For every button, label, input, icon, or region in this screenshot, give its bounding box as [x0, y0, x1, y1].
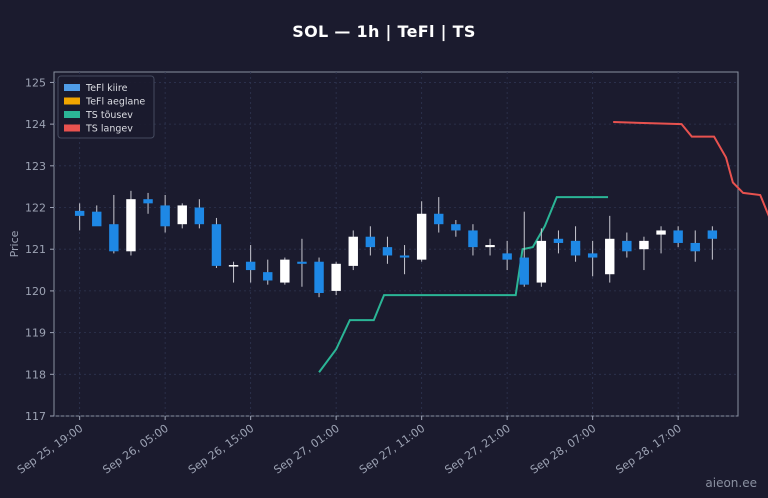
legend-swatch — [64, 84, 80, 91]
candle-body-down — [553, 238, 564, 243]
candle-body-up — [536, 240, 547, 283]
candle-body-down — [434, 213, 444, 225]
candle-body-up — [605, 238, 615, 275]
candle-body-down — [587, 253, 598, 258]
y-tick-label: 117 — [25, 410, 46, 423]
candle-body-down — [382, 247, 393, 256]
candle-body-down — [297, 261, 307, 264]
candle-body-up — [348, 236, 358, 266]
candle-body-up — [228, 265, 239, 267]
candle-body-down — [365, 236, 376, 248]
x-tick-label: Sep 27, 11:00 — [357, 422, 427, 477]
candle-body-down — [622, 240, 632, 252]
candle-body-down — [194, 207, 205, 225]
candle-body-down — [109, 224, 119, 252]
x-tick-label: Sep 26, 15:00 — [186, 422, 256, 477]
legend-label: TS tõusev — [85, 110, 133, 121]
candle-body-down — [399, 255, 410, 258]
y-tick-label: 118 — [25, 368, 46, 381]
candle-body-down — [211, 224, 222, 266]
candle-body-up — [280, 259, 290, 283]
candle-body-down — [245, 261, 256, 271]
ts-falling-line — [613, 121, 768, 217]
legend-label: TeFl kiire — [85, 83, 128, 94]
candle-body-down — [314, 261, 324, 293]
x-tick-label: Sep 28, 07:00 — [528, 422, 598, 477]
candle-body-down — [451, 224, 461, 231]
watermark: aieon.ee — [705, 476, 757, 490]
y-tick-label: 123 — [25, 160, 46, 173]
candle-body-up — [177, 205, 187, 225]
legend-swatch — [64, 97, 80, 105]
y-tick-label: 125 — [25, 76, 46, 89]
chart-title: SOL — 1h | TeFl | TS — [292, 22, 476, 41]
legend-box — [57, 75, 155, 139]
candle-body-down — [160, 205, 170, 227]
candle-body-down — [74, 210, 85, 216]
y-tick-label: 124 — [25, 118, 46, 131]
x-tick-label: Sep 26, 05:00 — [100, 422, 170, 477]
candle-body-down — [690, 242, 700, 252]
candle-body-up — [416, 213, 427, 260]
candle-body-up — [639, 240, 649, 250]
candle-body-down — [92, 211, 102, 227]
legend-label: TS langev — [85, 124, 133, 135]
y-tick-label: 122 — [25, 202, 46, 215]
candle-body-up — [656, 230, 666, 235]
candle-body-down — [263, 272, 273, 281]
candle-body-up — [331, 263, 341, 291]
candle-body-up — [485, 245, 495, 248]
x-tick-label: Sep 25, 19:00 — [15, 422, 85, 477]
y-tick-label: 120 — [25, 285, 46, 298]
x-tick-label: Sep 27, 01:00 — [271, 422, 341, 477]
candle-body-down — [673, 230, 683, 243]
candle-body-down — [502, 253, 512, 260]
candle-body-down — [143, 199, 153, 204]
candle-body-down — [468, 230, 478, 248]
candle-body-down — [707, 230, 718, 239]
y-tick-label: 121 — [25, 243, 46, 256]
ts-rising-line — [318, 196, 609, 373]
legend-label: TeFl aeglane — [85, 97, 145, 108]
legend-swatch — [64, 111, 80, 118]
candle-body-down — [570, 240, 581, 256]
legend-swatch — [64, 124, 80, 132]
x-tick-label: Sep 27, 21:00 — [442, 422, 512, 477]
y-tick-label: 119 — [25, 327, 46, 340]
y-axis-label: Price — [8, 230, 21, 257]
x-tick-label: Sep 28, 17:00 — [613, 422, 683, 477]
candle-body-up — [126, 199, 136, 252]
candle-body-down — [519, 257, 529, 285]
